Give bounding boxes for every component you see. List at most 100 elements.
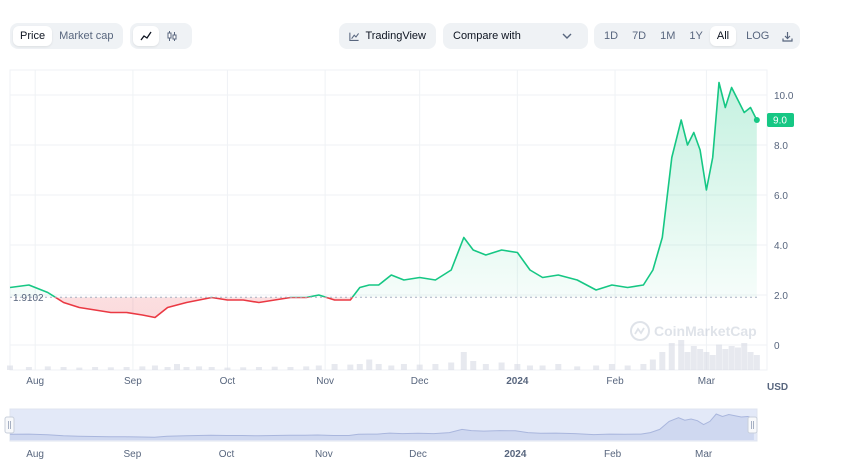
volume-bar — [624, 365, 631, 370]
volume-bar — [356, 364, 363, 370]
volume-bar — [287, 367, 294, 370]
navigator-x-tick-label: Oct — [219, 449, 235, 460]
tradingview-button[interactable]: TradingView — [339, 23, 436, 49]
range-1d[interactable]: 1D — [604, 30, 619, 42]
volume-bar — [347, 364, 354, 370]
candlestick-icon[interactable] — [159, 26, 185, 46]
volume-bar — [183, 367, 190, 370]
range-navigator: Aug Sep Oct Nov Dec 2024 Feb Mar — [4, 408, 758, 460]
volume-bar — [303, 366, 310, 370]
volume-bar — [271, 366, 278, 370]
volume-bar — [416, 364, 423, 370]
price-line-down — [53, 297, 354, 319]
price-marketcap-toggle: Price Market cap — [10, 23, 123, 49]
volume-bar — [375, 364, 382, 370]
volume-bar — [734, 347, 741, 370]
volume-bar — [7, 365, 13, 370]
volume-bar — [123, 367, 130, 370]
volume-bar — [164, 367, 171, 370]
volume-bar — [684, 352, 691, 370]
y-axis: 0 2.0 4.0 6.0 8.0 10.0 — [774, 91, 794, 352]
y-tick-label: 4.0 — [774, 241, 788, 252]
chart-type-toggle — [130, 23, 192, 49]
x-tick-label: Sep — [124, 376, 142, 387]
volume-bar — [366, 359, 373, 370]
range-1y[interactable]: 1Y — [689, 30, 703, 42]
price-area-above — [10, 82, 757, 298]
volume-bar — [703, 352, 710, 370]
volume-bar — [747, 352, 754, 370]
volume-bar — [151, 365, 158, 370]
chevron-down-icon — [562, 33, 572, 39]
coinmarketcap-watermark: CoinMarketCap — [630, 321, 757, 341]
tradingview-icon — [349, 32, 360, 41]
range-7d[interactable]: 7D — [632, 30, 647, 42]
navigator-x-axis: Aug Sep Oct Nov Dec 2024 Feb Mar — [26, 449, 713, 460]
navigator-left-handle[interactable] — [4, 416, 15, 434]
log-toggle[interactable]: LOG — [746, 30, 770, 42]
navigator-x-tick-label: 2024 — [504, 449, 527, 460]
volume-bar — [741, 343, 748, 370]
volume-bar — [315, 365, 322, 370]
navigator-x-tick-label: Nov — [315, 449, 333, 460]
y-tick-label: 6.0 — [774, 191, 788, 202]
volume-bar — [574, 366, 581, 370]
x-tick-label: Oct — [220, 376, 236, 387]
volume-bar — [432, 364, 439, 370]
volume-bar — [659, 352, 666, 370]
volume-bar — [526, 365, 533, 370]
volume-bar — [649, 359, 656, 370]
navigator-x-tick-label: Feb — [604, 449, 622, 460]
volume-bar — [174, 364, 181, 370]
volume-bar — [709, 355, 716, 370]
volume-bar — [753, 355, 760, 370]
volume-bar — [255, 367, 262, 370]
compare-with-select[interactable]: Compare with — [443, 23, 588, 49]
volume-bar — [482, 364, 489, 370]
volume-bar — [60, 367, 67, 370]
price-line — [9, 81, 758, 319]
navigator-x-tick-label: Aug — [26, 449, 44, 460]
x-tick-label: Mar — [698, 376, 716, 387]
download-icon[interactable] — [778, 26, 797, 46]
volume-bars — [7, 340, 760, 370]
volume-bar — [678, 340, 685, 370]
y-tick-label: 0 — [774, 341, 780, 352]
volume-bar — [697, 349, 704, 370]
y-tick-label: 2.0 — [774, 291, 788, 302]
volume-bar — [555, 364, 562, 370]
x-axis: Aug Sep Oct Nov Dec 2024 Feb Mar — [26, 376, 715, 387]
y-tick-label: 10.0 — [774, 91, 794, 102]
navigator-x-tick-label: Mar — [695, 449, 713, 460]
volume-bar — [139, 366, 146, 370]
last-price-dot — [753, 117, 760, 123]
currency-label: USD — [767, 382, 788, 393]
navigator-x-tick-label: Dec — [409, 449, 427, 460]
market-cap-tab[interactable]: Market cap — [59, 30, 114, 42]
volume-bar — [722, 349, 729, 370]
volume-bar — [208, 367, 215, 370]
y-tick-label: 8.0 — [774, 141, 788, 152]
price-tab[interactable]: Price — [13, 26, 53, 46]
x-tick-label: 2024 — [506, 376, 529, 387]
x-tick-label: Aug — [26, 376, 44, 387]
current-price-tag: 9.0 — [767, 113, 794, 127]
volume-bar — [608, 364, 615, 370]
navigator-x-tick-label: Sep — [124, 449, 142, 460]
baseline-label: 1.9102 — [13, 293, 44, 304]
x-tick-label: Feb — [606, 376, 624, 387]
line-chart-icon[interactable] — [133, 26, 159, 46]
x-tick-label: Dec — [411, 376, 429, 387]
range-1m[interactable]: 1M — [660, 30, 676, 42]
volume-bar — [196, 366, 203, 370]
volume-bar — [44, 366, 51, 370]
volume-bar — [25, 367, 32, 370]
volume-bar — [240, 367, 247, 370]
volume-bar — [224, 367, 231, 370]
range-all[interactable]: All — [709, 26, 737, 46]
volume-bar — [593, 365, 600, 370]
volume-bar — [470, 361, 477, 370]
navigator-right-handle[interactable] — [747, 416, 758, 434]
current-price-label: 9.0 — [773, 116, 787, 127]
